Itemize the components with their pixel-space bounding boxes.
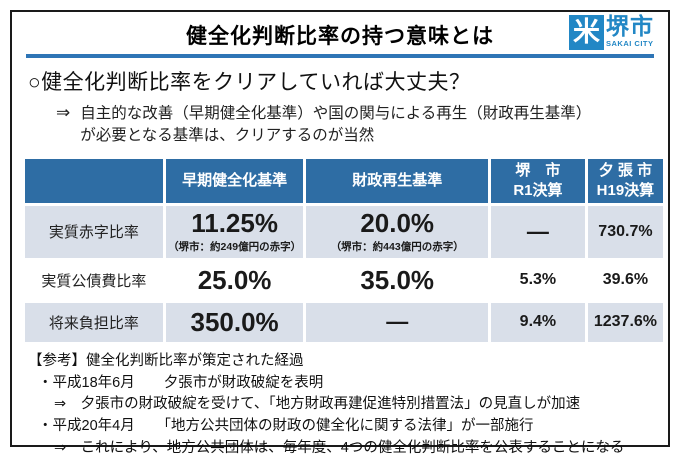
row-label: 実質赤字比率 [25, 205, 163, 258]
table-row: 実質赤字比率 11.25% （堺市：約249億円の赤字） 20.0% （堺市：約… [25, 205, 663, 258]
lead-lines: 自主的な改善（早期健全化基準）や国の関与による再生（財政再生基準） が必要となる… [80, 103, 591, 148]
criteria-table: 早期健全化基準 財政再生基準 堺 市 R1決算 夕 張 市 H19決算 実質赤字… [22, 156, 666, 345]
sakai-city-logo: 米 堺市 SAKAI CITY [569, 15, 654, 50]
header-cell-rebuild: 財政再生基準 [306, 158, 488, 203]
table-row: 実質公債費比率 25.0% 35.0% 5.3% 39.6% [25, 260, 663, 300]
cell-note: （堺市：約443億円の赤字） [330, 240, 464, 253]
cell-early: 350.0% [165, 302, 304, 342]
cell-sakai: 9.4% [490, 302, 585, 342]
table-row: 将来負担比率 350.0% — 9.4% 1237.6% [25, 302, 663, 342]
title-underline [26, 54, 654, 58]
slide-frame: 健全化判断比率の持つ意味とは 米 堺市 SAKAI CITY ○健全化判断比率を… [10, 10, 670, 456]
arrow-icon: ⇒ [56, 103, 71, 122]
emblem-glyph: 米 [573, 17, 600, 47]
header-cell-sakai: 堺 市 R1決算 [490, 158, 585, 203]
table-header-row: 早期健全化基準 財政再生基準 堺 市 R1決算 夕 張 市 H19決算 [25, 158, 663, 203]
cell-value: 20.0% [360, 208, 435, 239]
lead-arrow-row: ⇒ 自主的な改善（早期健全化基準）や国の関与による再生（財政再生基準） が必要と… [28, 103, 654, 148]
cell-sakai: 5.3% [490, 260, 585, 300]
logo-subtitle: SAKAI CITY [606, 39, 654, 48]
lead-line-2: が必要となる基準は、クリアするのが当然 [80, 127, 375, 145]
cell-value: 11.25% [191, 208, 278, 239]
header-sakai-line1: 堺 市 [515, 162, 561, 180]
reference-line-3: ・平成20年4月 「地方公共団体の財政の健全化に関する法律」が一部施行 [38, 418, 534, 435]
lead-line-1: 自主的な改善（早期健全化基準）や国の関与による再生（財政再生基準） [80, 105, 592, 122]
lead-heading: ○健全化判断比率をクリアしていれば大丈夫？ [28, 71, 471, 94]
cell-early: 11.25% （堺市：約249億円の赤字） [165, 205, 304, 258]
reference-title: 【参考】健全化判断比率が策定された経過 [28, 352, 304, 369]
row-label: 実質公債費比率 [25, 260, 163, 300]
header-sakai-line2: R1決算 [513, 181, 563, 199]
cell-yubari: 1237.6% [587, 302, 663, 342]
cell-yubari: 39.6% [587, 260, 663, 300]
cell-rebuild: 20.0% （堺市：約443億円の赤字） [306, 205, 488, 258]
cell-rebuild: — [306, 302, 488, 342]
header-yubari-line2: H19決算 [596, 181, 655, 199]
header-cell-early: 早期健全化基準 [165, 158, 304, 203]
sakai-emblem-icon: 米 [569, 15, 604, 50]
reference-section: 【参考】健全化判断比率が策定された経過 ・平成18年6月 夕張市が財政破綻を表明… [12, 345, 668, 460]
reference-line-2: ⇒ 夕張市の財政破綻を受けて、「地方財政再建促進特別措置法」の見直しが加速 [54, 396, 581, 413]
page-title: 健全化判断比率の持つ意味とは [186, 25, 494, 48]
title-bar: 健全化判断比率の持つ意味とは 米 堺市 SAKAI CITY [12, 12, 668, 54]
cell-yubari: 730.7% [587, 205, 663, 258]
reference-line-1: ・平成18年6月 夕張市が財政破綻を表明 [38, 374, 324, 391]
cell-early: 25.0% [165, 260, 304, 300]
reference-line-4: ⇒ これにより、地方公共団体は、毎年度、4つの健全化判断比率を公表することになる [54, 439, 625, 456]
logo-text: 堺市 SAKAI CITY [606, 15, 654, 48]
lead-section: ○健全化判断比率をクリアしていれば大丈夫？ ⇒ 自主的な改善（早期健全化基準）や… [12, 58, 668, 148]
header-yubari-line1: 夕 張 市 [598, 162, 653, 180]
cell-rebuild: 35.0% [306, 260, 488, 300]
row-label: 将来負担比率 [25, 302, 163, 342]
header-cell-blank [25, 158, 163, 203]
cell-note: （堺市：約249億円の赤字） [168, 240, 302, 253]
header-cell-yubari: 夕 張 市 H19決算 [587, 158, 663, 203]
cell-sakai: — [490, 205, 585, 258]
logo-city-name: 堺市 [606, 13, 654, 39]
